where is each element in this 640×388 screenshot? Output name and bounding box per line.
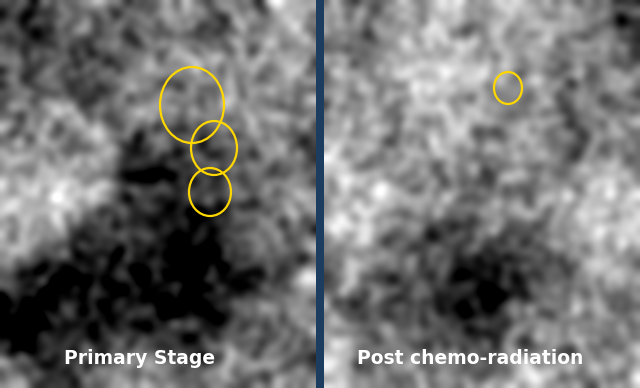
Text: Post chemo-radiation: Post chemo-radiation bbox=[357, 348, 583, 367]
Text: Primary Stage: Primary Stage bbox=[65, 348, 216, 367]
